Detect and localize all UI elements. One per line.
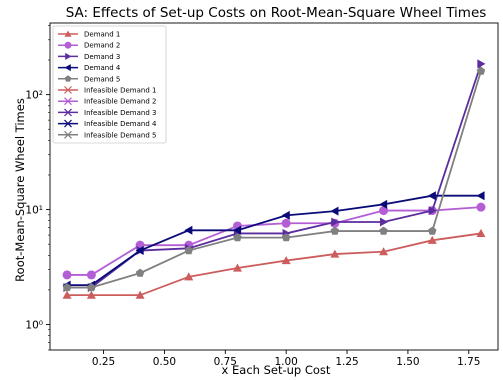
x-axis-label: x Each Set-up Cost bbox=[222, 363, 331, 377]
data-point-demand-4 bbox=[476, 191, 485, 201]
legend-label: Infeasible Demand 3 bbox=[84, 109, 156, 117]
plot-area-frame bbox=[49, 22, 499, 351]
x-tick-label: 0.75 bbox=[214, 356, 237, 368]
data-point-demand-1 bbox=[427, 235, 437, 244]
data-point-demand-1 bbox=[379, 247, 389, 256]
series-line-demand-1 bbox=[67, 232, 482, 297]
data-point-demand-2 bbox=[86, 270, 96, 280]
data-point-demand-1 bbox=[86, 290, 96, 299]
legend-swatch-marker bbox=[64, 119, 72, 128]
chart-title: SA: Effects of Set-up Costs on Root-Mean… bbox=[66, 5, 487, 21]
x-tick-label: 1.75 bbox=[457, 356, 480, 368]
data-point-demand-2 bbox=[379, 206, 389, 216]
data-point-demand-5 bbox=[62, 282, 72, 292]
data-point-demand-1 bbox=[135, 290, 145, 299]
data-point-demand-5 bbox=[281, 233, 291, 242]
series-lines bbox=[62, 59, 486, 299]
y-tick-label: 10¹ bbox=[25, 205, 43, 217]
data-point-demand-1 bbox=[232, 263, 242, 272]
data-point-demand-1 bbox=[184, 272, 194, 281]
x-tick-label: 1.00 bbox=[274, 356, 297, 368]
data-point-demand-5 bbox=[330, 226, 340, 235]
y-tick-label: 10² bbox=[25, 90, 43, 102]
series-line-demand-2 bbox=[67, 206, 482, 276]
data-point-demand-5 bbox=[135, 268, 145, 277]
series-line-demand-5 bbox=[67, 70, 482, 289]
data-point-demand-3 bbox=[428, 206, 437, 216]
data-point-demand-3 bbox=[379, 217, 389, 227]
data-point-demand-2 bbox=[281, 218, 291, 228]
series-line-demand-4 bbox=[67, 194, 481, 287]
data-point-demand-2 bbox=[476, 202, 486, 212]
legend-swatch-marker bbox=[64, 75, 72, 82]
data-point-demand-4 bbox=[232, 225, 242, 235]
data-point-demand-1 bbox=[62, 290, 72, 299]
data-point-demand-5 bbox=[476, 66, 486, 75]
data-point-demand-4 bbox=[135, 246, 144, 256]
x-tick-label: 0.25 bbox=[92, 356, 115, 368]
legend-label: Infeasible Demand 2 bbox=[84, 98, 156, 106]
legend-swatch-marker bbox=[64, 97, 72, 106]
legend-swatch-marker bbox=[64, 108, 72, 117]
data-point-demand-1 bbox=[476, 228, 486, 238]
data-point-demand-4 bbox=[379, 199, 388, 209]
legend-label: Demand 2 bbox=[84, 42, 120, 50]
axis-ticks: 0.25 0.50 0.75 1.00 1.25 1.50 1.75 10⁰ 10¹ 10² bbox=[25, 25, 480, 368]
legend-label: Demand 3 bbox=[84, 53, 120, 61]
legend-swatch-marker bbox=[64, 64, 71, 72]
data-point-demand-5 bbox=[184, 246, 194, 255]
legend-label: Demand 5 bbox=[84, 75, 120, 83]
x-tick-label: 1.50 bbox=[396, 356, 419, 368]
legend-label: Demand 1 bbox=[84, 31, 120, 39]
data-point-demand-1 bbox=[281, 256, 291, 265]
data-point-demand-4 bbox=[427, 191, 436, 201]
legend-label: Demand 4 bbox=[84, 64, 121, 72]
y-tick-label: 10⁰ bbox=[25, 320, 43, 332]
data-point-demand-3 bbox=[331, 217, 340, 227]
legend-swatch-marker bbox=[64, 41, 72, 49]
legend-swatch-marker bbox=[64, 130, 72, 139]
data-point-demand-5 bbox=[427, 226, 437, 235]
x-tick-label: 1.25 bbox=[335, 356, 358, 368]
series-line-demand-3 bbox=[67, 63, 482, 289]
plot-frame bbox=[49, 22, 499, 351]
legend-swatch-marker bbox=[64, 30, 72, 37]
legend-label: Infeasible Demand 4 bbox=[84, 120, 157, 128]
legend-label: Infeasible Demand 5 bbox=[84, 131, 156, 139]
data-point-demand-2 bbox=[62, 270, 72, 280]
data-point-demand-1 bbox=[330, 249, 340, 258]
data-point-demand-5 bbox=[379, 226, 388, 235]
legend: Demand 1 Demand 2 Demand 3 Demand 4 Demand 5… bbox=[52, 25, 167, 144]
data-point-demand-5 bbox=[233, 233, 242, 242]
legend-swatch-marker bbox=[65, 52, 72, 60]
data-point-demand-4 bbox=[184, 225, 193, 235]
data-point-demand-5 bbox=[87, 282, 96, 292]
data-point-demand-4 bbox=[281, 210, 290, 220]
data-point-demand-3 bbox=[477, 59, 486, 69]
y-axis-label: Root-Mean-Square Wheel Times bbox=[13, 98, 27, 282]
legend-label: Infeasible Demand 1 bbox=[84, 87, 156, 95]
data-point-demand-4 bbox=[330, 206, 339, 216]
x-tick-label: 0.50 bbox=[153, 356, 176, 368]
legend-swatch-marker bbox=[64, 86, 72, 94]
legend-box bbox=[52, 25, 167, 144]
